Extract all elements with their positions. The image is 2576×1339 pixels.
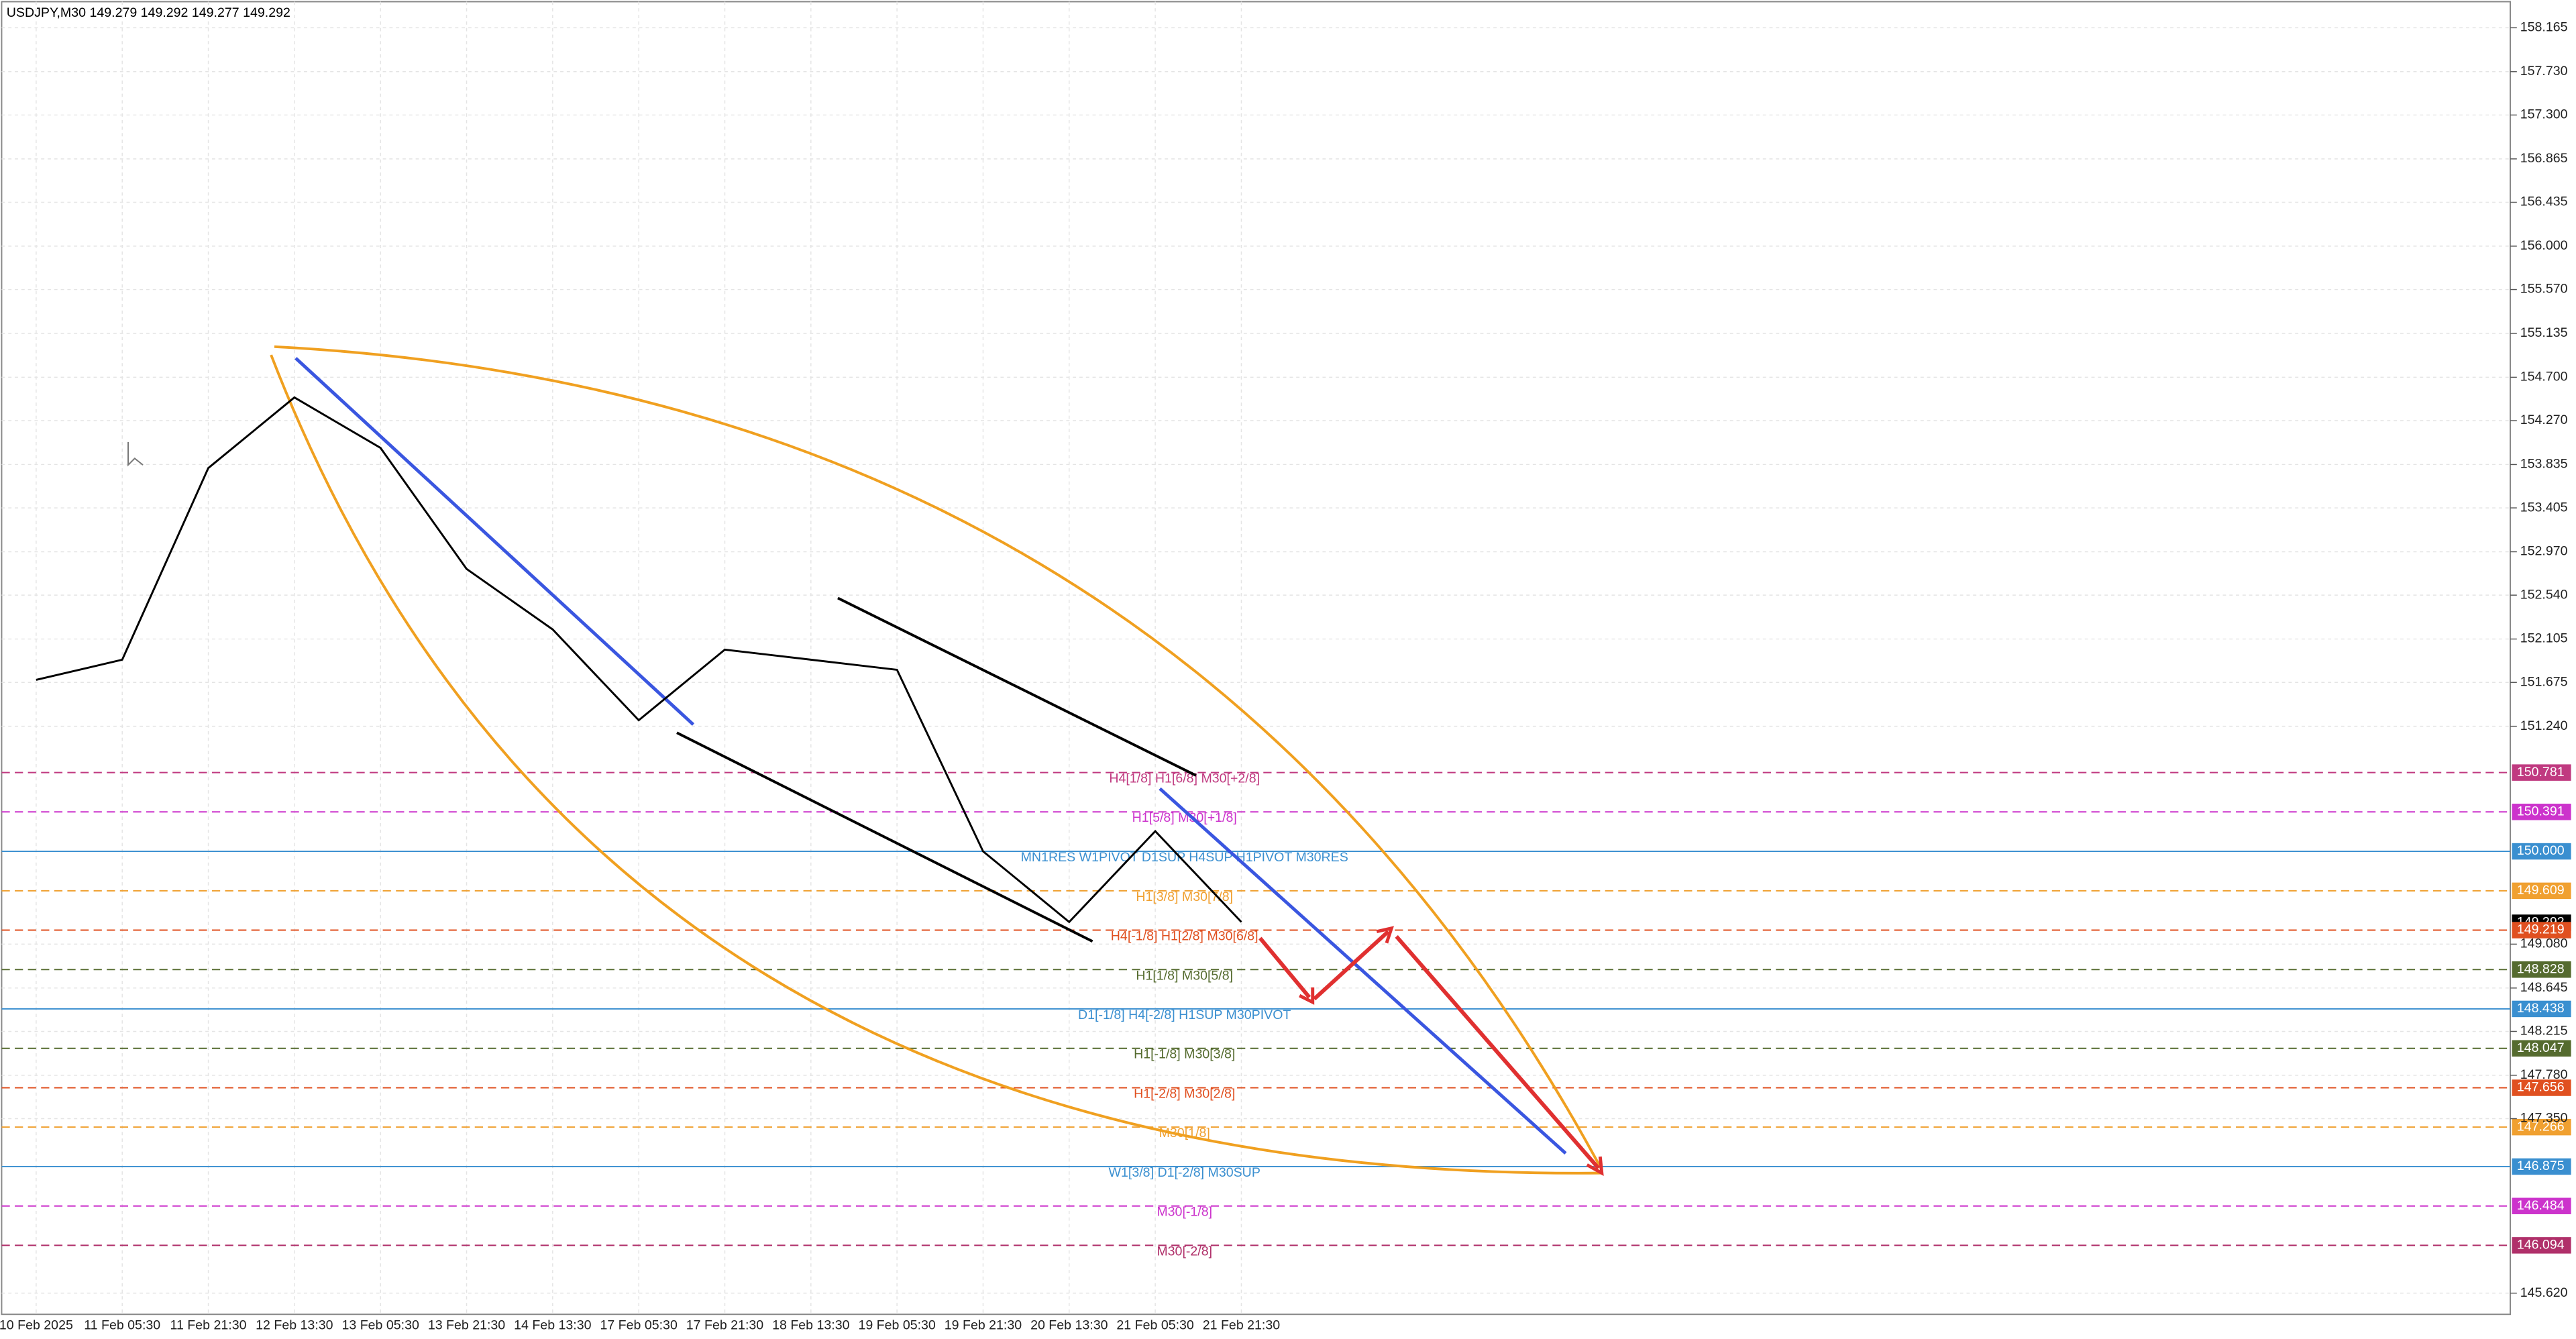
level-box [2512,804,2571,820]
price-line [36,396,1242,924]
level-annotation: H1[3/8] M30[7/8] [1136,890,1233,904]
level-value: 148.047 [2517,1040,2565,1055]
y-tick-label: 152.105 [2520,631,2568,646]
y-tick-label: 148.215 [2520,1024,2568,1038]
x-tick-label: 13 Feb 21:30 [428,1318,505,1333]
y-tick-label: 156.865 [2520,151,2568,166]
y-tick-label: 156.000 [2520,238,2568,253]
y-tick-label: 152.540 [2520,587,2568,602]
forecast-arrow [1313,930,1390,1001]
y-tick-label: 149.080 [2520,936,2568,951]
level-annotation: D1[-1/8] H4[-2/8] H1SUP M30PIVOT [1078,1008,1291,1022]
y-tick-label: 152.970 [2520,544,2568,559]
level-value: 149.609 [2517,883,2565,898]
series [36,396,1242,924]
y-tick-label: 147.780 [2520,1067,2568,1082]
x-tick-label: 10 Feb 2025 [0,1318,73,1333]
channel-line [837,596,1197,777]
y-tick-label: 156.435 [2520,195,2568,209]
y-tick-label: 155.135 [2520,325,2568,340]
level-annotation: M30[-1/8] [1157,1205,1212,1220]
x-tick-label: 17 Feb 21:30 [686,1318,763,1333]
drawings [127,345,1604,1177]
x-tick-label: 14 Feb 13:30 [514,1318,591,1333]
y-tick-label: 157.300 [2520,107,2568,122]
level-box [2512,764,2571,781]
level-value: 146.484 [2517,1198,2565,1213]
x-tick-label: 21 Feb 05:30 [1116,1318,1193,1333]
level-box [2512,1237,2571,1254]
level-annotation: MN1RES W1PIVOT D1SUP H4SUP H1PIVOT M30RE… [1021,850,1348,865]
levels: 150.781 H4[1/8] H1[6/8] M30[+2/8] 150.391 H… [1,764,2571,1258]
level-annotation: H1[1/8] M30[5/8] [1136,968,1233,983]
y-tick-label: 153.835 [2520,457,2568,472]
level-box [2512,1118,2571,1136]
x-tick-label: 17 Feb 05:30 [600,1318,677,1333]
level-value: 148.828 [2517,961,2565,976]
x-tick-label: 18 Feb 13:30 [772,1318,849,1333]
y-tick-label: 154.700 [2520,370,2568,384]
x-tick-label: 11 Feb 05:30 [84,1318,160,1333]
y-tick-label: 155.570 [2520,282,2568,297]
y-tick-label: 153.405 [2520,500,2568,515]
y-tick-label: 147.350 [2520,1111,2568,1126]
y-tick-label: 157.730 [2520,64,2568,78]
level-value: 150.000 [2517,843,2565,858]
level-value: 146.094 [2517,1238,2565,1252]
level-box [2512,1040,2571,1057]
cursor [127,441,144,467]
x-tick-label: 19 Feb 05:30 [858,1318,935,1333]
level-box [2512,843,2571,860]
channel-line [676,731,1093,943]
level-value: 146.875 [2517,1159,2565,1173]
level-box [2512,1197,2571,1214]
y-tick-label: 154.270 [2520,413,2568,427]
trend-line [1159,787,1567,1155]
chart-title: USDJPY,M30 149.279 149.292 149.277 149.2… [7,5,290,20]
level-value: 150.781 [2517,765,2565,780]
level-annotation: W1[3/8] D1[-2/8] M30SUP [1109,1165,1260,1180]
level-value: 149.219 [2517,922,2565,937]
level-value: 150.391 [2517,804,2565,818]
axes: 158.165 157.730 157.300 156.865 156.435 156.0… [0,20,2568,1333]
x-tick-label: 12 Feb 13:30 [256,1318,333,1333]
arrow-head [1299,926,1604,1177]
y-tick-label: 151.675 [2520,674,2568,689]
level-box [2512,922,2571,939]
x-tick-label: 19 Feb 21:30 [945,1318,1022,1333]
grid [1,1,2511,1315]
trend-line [294,357,695,726]
x-tick-label: 21 Feb 21:30 [1203,1318,1280,1333]
y-tick-label: 151.240 [2520,718,2568,733]
level-value: 148.438 [2517,1001,2565,1016]
level-annotation: H4[-1/8] H1[2/8] M30[6/8] [1111,928,1258,943]
arc [270,354,1602,1175]
level-box [2512,1158,2571,1175]
level-value: 147.656 [2517,1080,2565,1095]
plot-frame [1,1,2512,1316]
level-annotation: H1[-1/8] M30[3/8] [1134,1047,1235,1062]
level-box [2512,882,2571,900]
x-tick-label: 20 Feb 13:30 [1030,1318,1108,1333]
x-tick-label: 11 Feb 21:30 [170,1318,247,1333]
level-annotation: M30[-2/8] [1157,1244,1212,1258]
y-tick-label: 158.165 [2520,20,2568,35]
arc [274,345,1603,1171]
level-box [2512,1079,2571,1096]
level-annotation: H4[1/8] H1[6/8] M30[+2/8] [1109,771,1260,786]
x-tick-label: 13 Feb 05:30 [341,1318,419,1333]
y-tick-label: 145.620 [2520,1285,2568,1300]
level-annotation: H1[5/8] M30[+1/8] [1132,810,1237,825]
level-box [2512,1000,2571,1018]
level-value: 147.266 [2517,1119,2565,1134]
level-annotation: H1[-2/8] M30[2/8] [1134,1086,1235,1101]
forecast-arrow [1395,935,1601,1170]
level-box [2512,961,2571,978]
y-tick-label: 148.645 [2520,980,2568,995]
forecast-arrow [1258,936,1311,999]
